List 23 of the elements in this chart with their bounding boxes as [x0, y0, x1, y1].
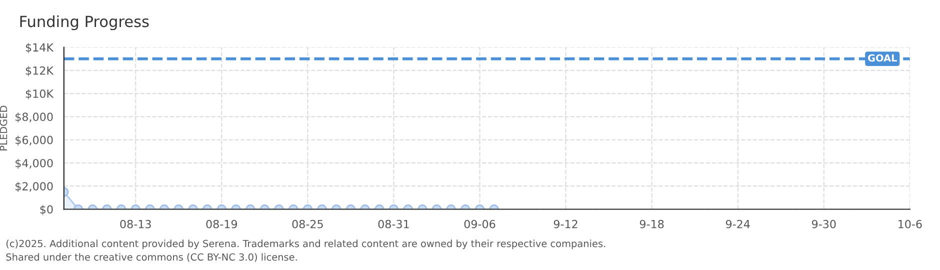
y-tick-label: $0: [40, 205, 53, 216]
x-tick-label: 08-25: [292, 220, 323, 228]
y-axis-title: PLEDGED: [0, 106, 8, 150]
x-tick-label: 9-12: [554, 220, 578, 228]
text: (c)2025. Additional content provided by Serena. Trademarks and related content are owned by their respective companies.: [6, 240, 606, 250]
text: Shared under the creative commons (CC BY-NC 3.0) license.: [6, 253, 297, 262]
x-tick-label: 9-30: [812, 220, 836, 228]
x-tick-label: 10-6: [898, 220, 922, 228]
y-tick-label: $10K: [26, 89, 54, 100]
x-tick-label: 09-06: [464, 220, 496, 228]
x-tick-label: 9-24: [726, 220, 750, 228]
x-tick-label: 9-18: [640, 220, 664, 228]
ref-line-label: GOAL: [868, 54, 897, 62]
y-tick-label: $8,000: [16, 112, 53, 123]
y-tick-label: $12K: [26, 66, 54, 76]
x-tick-label: 08-19: [206, 220, 238, 228]
x-tick-label: 08-31: [378, 220, 409, 228]
chart-title: Funding Progress: [20, 15, 149, 30]
y-tick-label: $2,000: [16, 182, 53, 192]
x-tick-label: 08-13: [120, 220, 151, 228]
y-tick-label: $6,000: [16, 136, 53, 146]
y-tick-label: $4,000: [16, 158, 53, 169]
y-tick-label: $14K: [26, 43, 54, 54]
